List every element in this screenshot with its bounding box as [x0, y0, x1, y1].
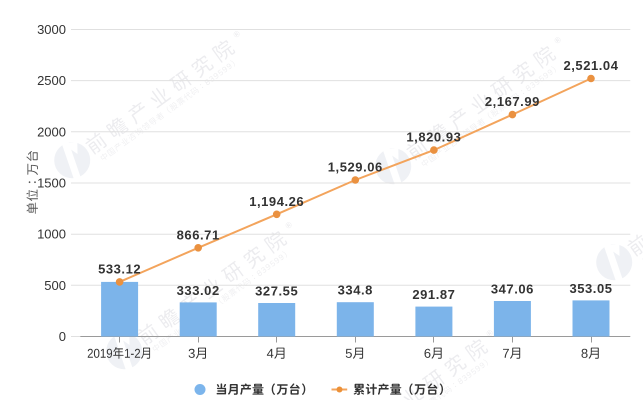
svg-text:2500: 2500: [37, 73, 66, 88]
svg-text:1,820.93: 1,820.93: [406, 130, 461, 145]
svg-text:533.12: 533.12: [98, 261, 141, 276]
svg-text:1,194.26: 1,194.26: [249, 194, 304, 209]
svg-text:866.71: 866.71: [177, 227, 220, 242]
svg-text:327.55: 327.55: [255, 284, 298, 299]
svg-text:2000: 2000: [37, 124, 66, 139]
svg-text:2,521.04: 2,521.04: [563, 58, 618, 73]
svg-text:500: 500: [44, 278, 66, 293]
svg-text:1,529.06: 1,529.06: [328, 160, 383, 175]
svg-text:334.8: 334.8: [338, 283, 373, 298]
svg-text:1000: 1000: [37, 227, 66, 242]
svg-text:353.05: 353.05: [569, 281, 612, 296]
svg-text:347.06: 347.06: [491, 282, 534, 297]
svg-text:0: 0: [59, 329, 66, 344]
svg-text:291.87: 291.87: [412, 287, 455, 302]
svg-text:2,167.99: 2,167.99: [485, 94, 540, 109]
svg-text:333.02: 333.02: [177, 283, 220, 298]
svg-text:1500: 1500: [37, 176, 66, 191]
svg-text:3000: 3000: [37, 22, 66, 37]
